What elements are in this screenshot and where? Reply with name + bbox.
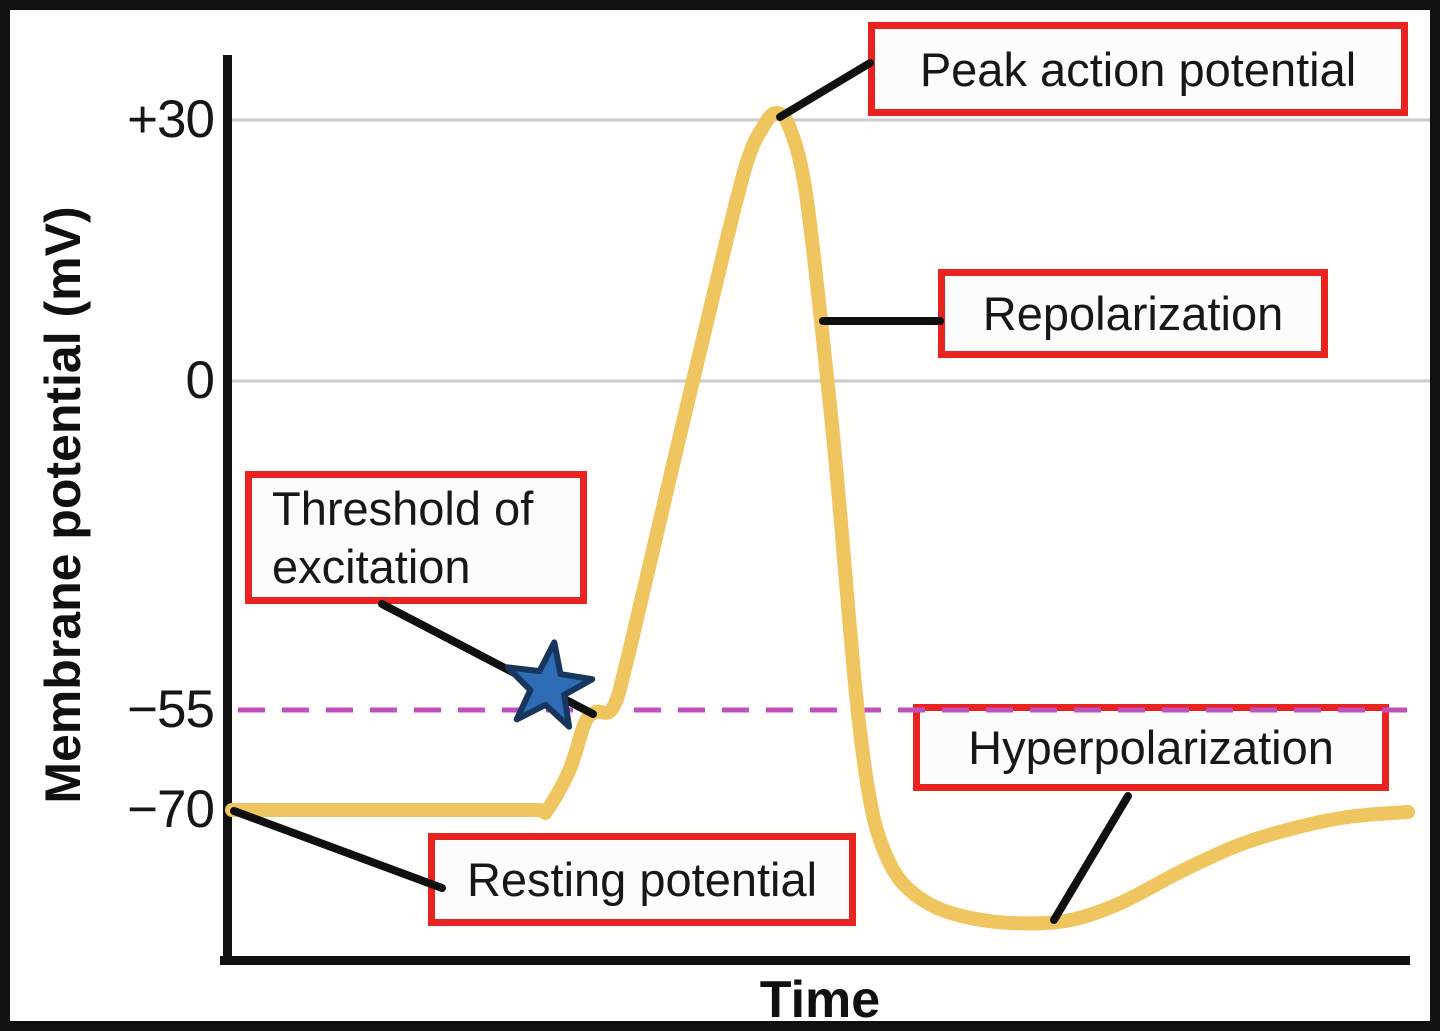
peak-leader-line <box>776 59 874 121</box>
label-threshold-of-excitation: Threshold of excitation <box>245 471 587 604</box>
y-axis-line <box>223 55 232 965</box>
label-peak-action-potential: Peak action potential <box>868 22 1408 116</box>
label-hyperpolarization: Hyperpolarization <box>913 704 1389 791</box>
x-axis-line <box>220 956 1410 965</box>
resting-leader-line <box>230 807 446 892</box>
label-peak-text: Peak action potential <box>919 42 1357 96</box>
x-axis-title: Time <box>759 971 881 1029</box>
label-threshold-text: Threshold of excitation <box>272 481 534 593</box>
threshold-star-icon <box>504 639 596 730</box>
label-resting-text: Resting potential <box>466 853 818 906</box>
hyperpolarization-leader-line <box>1050 792 1132 924</box>
threshold-leader-line <box>378 600 597 718</box>
y-tick-minus55: −55 <box>127 680 215 739</box>
y-tick-0: 0 <box>185 351 215 410</box>
label-repolarization-text: Repolarization <box>982 287 1284 340</box>
label-repolarization: Repolarization <box>938 269 1328 358</box>
label-hyperpolarization-text: Hyperpolarization <box>968 721 1334 774</box>
y-tick-minus70: −70 <box>127 780 215 839</box>
y-tick-plus30: +30 <box>127 90 215 149</box>
label-resting-potential: Resting potential <box>428 833 856 926</box>
y-axis-title: Membrane potential (mV) <box>35 206 91 804</box>
